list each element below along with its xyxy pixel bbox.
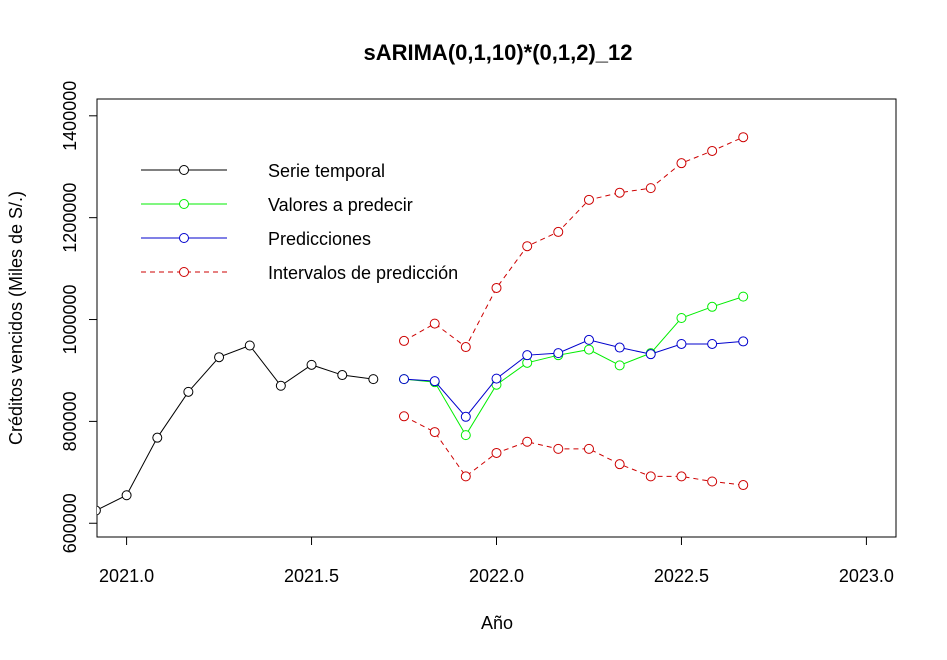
y-tick-label: 1400000	[60, 81, 80, 151]
plot-frame	[96, 98, 897, 538]
x-axis-label: Año	[481, 613, 513, 633]
data-point	[522, 436, 533, 447]
data-point	[522, 241, 533, 252]
data-point	[707, 476, 718, 487]
series-line	[403, 136, 744, 348]
series-0	[97, 340, 379, 516]
y-tick-label: 1200000	[60, 183, 80, 253]
data-point	[553, 348, 564, 359]
data-point	[738, 336, 749, 347]
data-point	[491, 373, 502, 384]
data-point	[738, 132, 749, 143]
data-point	[614, 187, 625, 198]
data-point	[244, 340, 255, 351]
data-point	[491, 282, 502, 293]
series-layer	[97, 132, 749, 516]
data-point	[183, 386, 194, 397]
series-line	[403, 339, 744, 418]
data-point	[645, 471, 656, 482]
series-clip-group	[97, 132, 749, 516]
data-point	[152, 432, 163, 443]
data-point	[645, 349, 656, 360]
data-point	[460, 471, 471, 482]
x-tick-label: 2023.0	[839, 566, 894, 586]
data-point	[614, 459, 625, 470]
x-tick-label: 2021.0	[99, 566, 154, 586]
legend-label: Serie temporal	[268, 161, 385, 181]
legend-marker	[179, 233, 189, 243]
data-point	[614, 360, 625, 371]
y-axis-label: Créditos vencidos (Miles de S/.)	[6, 191, 26, 445]
y-tick-label: 800000	[60, 391, 80, 451]
series-2	[399, 334, 749, 422]
data-point	[306, 359, 317, 370]
legend-marker	[179, 199, 189, 209]
data-point	[522, 350, 533, 361]
legend-label: Valores a predecir	[268, 195, 413, 215]
data-point	[738, 291, 749, 302]
data-point	[676, 158, 687, 169]
series-line	[403, 415, 744, 486]
series-3	[399, 132, 749, 353]
data-point	[97, 505, 101, 516]
series-line	[403, 296, 744, 437]
data-point	[707, 338, 718, 349]
legend: Serie temporal Valores a predecir Predicci…	[141, 161, 458, 283]
data-point	[614, 342, 625, 353]
data-point	[676, 471, 687, 482]
data-point	[399, 335, 410, 346]
data-point	[460, 342, 471, 353]
data-point	[491, 447, 502, 458]
data-point	[368, 374, 379, 385]
data-point	[645, 183, 656, 194]
y-tick-label: 1000000	[60, 284, 80, 354]
data-point	[399, 374, 410, 385]
legend-label: Intervalos de predicción	[268, 263, 458, 283]
data-point	[583, 194, 594, 205]
data-point	[676, 338, 687, 349]
data-point	[738, 480, 749, 491]
y-axis: 600000 800000 1000000 1200000 1400000	[60, 81, 98, 553]
series-line	[97, 344, 374, 511]
x-tick-label: 2022.5	[654, 566, 709, 586]
data-point	[707, 145, 718, 156]
chart-title: sARIMA(0,1,10)*(0,1,2)_12	[363, 40, 632, 65]
x-tick-label: 2022.0	[469, 566, 524, 586]
data-point	[583, 344, 594, 355]
data-point	[275, 380, 286, 391]
data-point	[583, 443, 594, 454]
data-point	[460, 430, 471, 441]
data-point	[429, 376, 440, 387]
data-point	[337, 370, 348, 381]
data-point	[676, 313, 687, 323]
data-point	[553, 226, 564, 237]
data-point	[121, 490, 132, 501]
data-point	[399, 411, 410, 422]
data-point	[429, 427, 440, 438]
legend-label: Predicciones	[268, 229, 371, 249]
series-1	[399, 291, 749, 441]
data-point	[553, 443, 564, 454]
data-point	[214, 352, 225, 363]
series-4	[399, 411, 749, 491]
data-point	[460, 411, 471, 422]
data-point	[429, 318, 440, 329]
legend-marker	[179, 267, 189, 277]
y-tick-label: 600000	[60, 493, 80, 553]
data-point	[583, 334, 594, 345]
x-tick-label: 2021.5	[284, 566, 339, 586]
x-axis: 2021.0 2021.5 2022.0 2022.5 2023.0	[99, 536, 894, 586]
data-point	[707, 301, 718, 312]
legend-marker	[179, 165, 189, 175]
